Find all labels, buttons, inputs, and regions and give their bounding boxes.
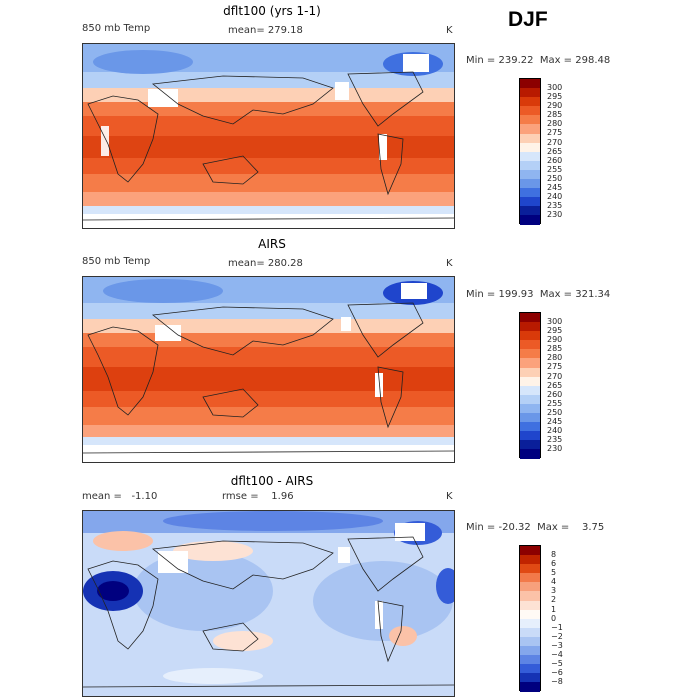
panel2-title: AIRS xyxy=(258,237,286,251)
panel1-tick: 230 xyxy=(547,210,563,220)
panel2-tick: 255 xyxy=(547,398,563,408)
panel1-tick: 290 xyxy=(547,101,563,111)
panel3-tick: −2 xyxy=(551,631,563,641)
panel2-mean-label: mean= 280.28 xyxy=(228,258,303,269)
panel3-tick: −4 xyxy=(551,650,563,660)
panel2-map-svg xyxy=(83,277,454,462)
panel3-tick: 0 xyxy=(551,613,557,623)
panel2-colorbar-ticks: 300 295 290 285 280 275 270 265 260 255 … xyxy=(547,317,577,453)
season-label: DJF xyxy=(508,8,548,31)
panel3-tick: −1 xyxy=(551,622,563,632)
panel1-tick: 275 xyxy=(547,128,563,138)
panel3-range: Min = -20.32 Max = 3.75 xyxy=(466,522,605,533)
panel3-map-svg xyxy=(83,511,454,696)
panel2-tick: 295 xyxy=(547,326,563,336)
panel2-tick: 230 xyxy=(547,444,563,454)
panel3-tick: 5 xyxy=(551,568,557,578)
panel1-tick: 300 xyxy=(547,83,563,92)
panel1-map xyxy=(82,43,455,229)
panel1-variable-label: 850 mb Temp xyxy=(82,23,151,34)
panel3-map xyxy=(82,510,455,697)
panel2-tick: 285 xyxy=(547,344,563,354)
panel3-tick: 6 xyxy=(551,559,557,569)
panel3-tick: 2 xyxy=(551,595,557,605)
panel3-tick: −8 xyxy=(551,677,563,687)
panel2-tick: 265 xyxy=(547,380,563,390)
panel1-tick: 265 xyxy=(547,146,563,156)
panel1-tick: 280 xyxy=(547,119,563,129)
panel2-tick: 235 xyxy=(547,435,563,445)
panel3-tick: 8 xyxy=(551,550,557,559)
panel2-tick: 240 xyxy=(547,426,563,436)
panel1-tick: 285 xyxy=(547,110,563,120)
panel3-rmse-label: rmse = 1.96 xyxy=(222,491,294,502)
panel1-tick: 250 xyxy=(547,173,563,183)
panel2-range: Min = 199.93 Max = 321.34 xyxy=(466,289,611,300)
panel1-range: Min = 239.22 Max = 298.48 xyxy=(466,55,611,66)
panel2-map xyxy=(82,276,455,463)
panel3-tick: 1 xyxy=(551,604,557,614)
panel3-colorbar xyxy=(519,545,541,692)
panel3-tick: −3 xyxy=(551,640,563,650)
panel1-tick: 245 xyxy=(547,183,563,193)
panel1-tick: 260 xyxy=(547,155,563,165)
panel1-tick: 270 xyxy=(547,137,563,147)
panel1-tick: 235 xyxy=(547,201,563,211)
panel2-tick: 250 xyxy=(547,407,563,417)
panel3-tick: −5 xyxy=(551,659,563,669)
panel2-tick: 260 xyxy=(547,389,563,399)
panel1-colorbar-ticks: 300 295 290 285 280 275 270 265 260 255 … xyxy=(547,83,577,219)
panel2-tick: 300 xyxy=(547,317,563,326)
panel3-colorbar-ticks: 8 6 5 4 3 2 1 0 −1 −2 −3 −4 −5 −6 −8 xyxy=(551,550,581,686)
panel1-unit: K xyxy=(446,25,453,36)
panel3-tick: −6 xyxy=(551,668,563,678)
panel2-tick: 245 xyxy=(547,417,563,427)
panel3-unit: K xyxy=(446,491,453,502)
panel3-mean-label: mean = -1.10 xyxy=(82,491,158,502)
panel1-mean-label: mean= 279.18 xyxy=(228,25,303,36)
panel2-colorbar xyxy=(519,312,541,459)
panel1-colorbar xyxy=(519,78,541,225)
panel1-tick: 255 xyxy=(547,164,563,174)
panel3-tick: 3 xyxy=(551,586,557,596)
panel2-tick: 270 xyxy=(547,371,563,381)
panel1-tick: 295 xyxy=(547,92,563,102)
panel2-tick: 280 xyxy=(547,353,563,363)
panel1-title: dflt100 (yrs 1-1) xyxy=(223,4,321,18)
panel1-map-svg xyxy=(83,44,454,228)
panel2-tick: 275 xyxy=(547,362,563,372)
panel3-tick: 4 xyxy=(551,577,557,587)
panel2-unit: K xyxy=(446,258,453,269)
panel3-title: dflt100 - AIRS xyxy=(230,474,314,488)
panel2-tick: 290 xyxy=(547,335,563,345)
panel1-tick: 240 xyxy=(547,192,563,202)
panel2-variable-label: 850 mb Temp xyxy=(82,256,151,267)
